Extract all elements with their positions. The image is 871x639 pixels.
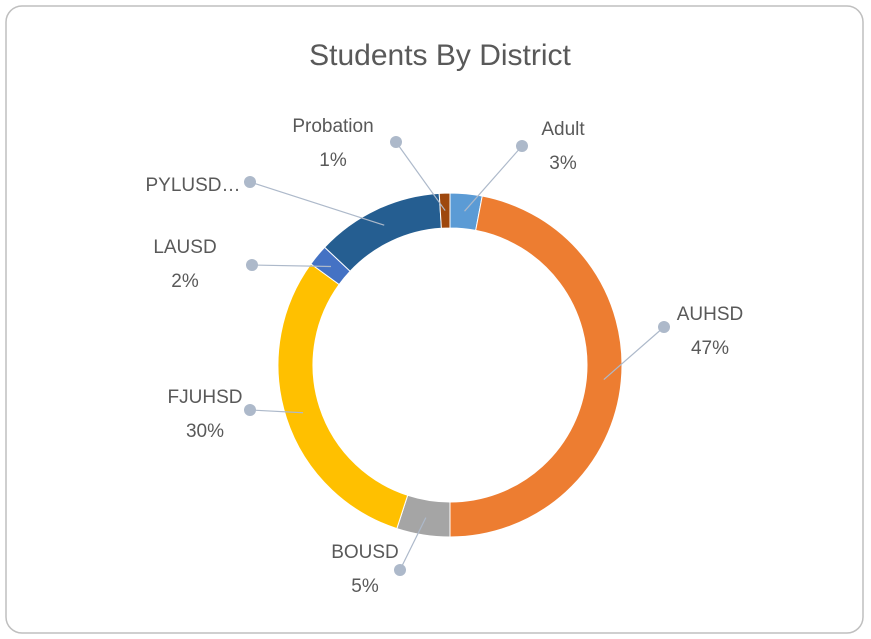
leader-line bbox=[395, 141, 446, 211]
category-label: PYLUSD… bbox=[145, 175, 240, 196]
category-label: FJUHSD bbox=[168, 387, 243, 408]
value-label: 30% bbox=[186, 421, 224, 442]
value-label: 3% bbox=[549, 153, 577, 174]
leader-line bbox=[464, 145, 523, 212]
leader-dot bbox=[658, 321, 670, 333]
leader-line bbox=[251, 264, 331, 268]
leader-line bbox=[249, 181, 385, 226]
value-label: 5% bbox=[351, 576, 379, 597]
donut-slice bbox=[449, 195, 623, 538]
leader-dot bbox=[244, 176, 256, 188]
leader-dot bbox=[390, 136, 402, 148]
value-label: 47% bbox=[691, 338, 729, 359]
value-label: 1% bbox=[319, 150, 347, 171]
category-label: Adult bbox=[541, 119, 585, 140]
value-label: 2% bbox=[171, 271, 199, 292]
leader-dot bbox=[246, 259, 258, 271]
leader-dot bbox=[244, 404, 256, 416]
leader-line bbox=[603, 326, 665, 380]
category-label: Probation bbox=[292, 116, 373, 137]
leader-dot bbox=[516, 140, 528, 152]
chart-title: Students By District bbox=[309, 39, 571, 72]
leader-line bbox=[399, 517, 427, 571]
leader-line bbox=[249, 409, 304, 414]
leader-dot bbox=[394, 564, 406, 576]
category-label: AUHSD bbox=[677, 304, 744, 325]
category-label: LAUSD bbox=[153, 237, 216, 258]
card bbox=[5, 5, 864, 634]
category-label: BOUSD bbox=[331, 542, 399, 563]
